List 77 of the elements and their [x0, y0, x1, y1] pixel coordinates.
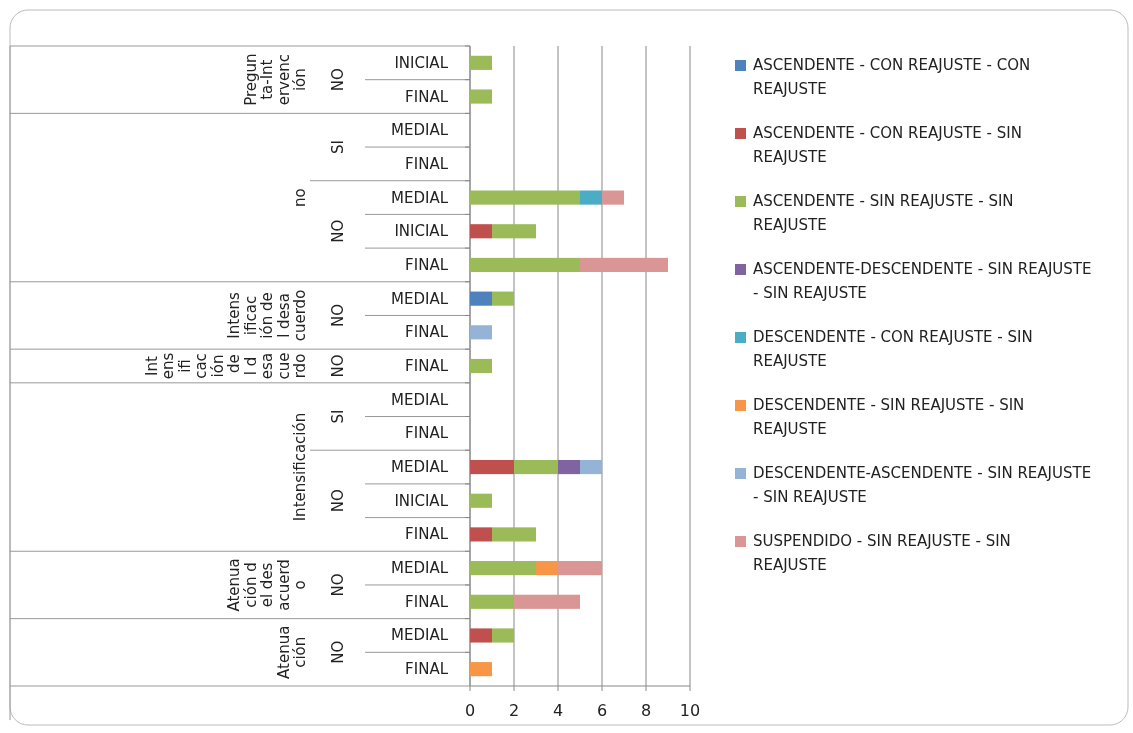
bar — [602, 190, 624, 205]
bar — [470, 257, 580, 273]
text: NO — [328, 640, 347, 664]
text: NO — [328, 573, 347, 597]
bar — [470, 291, 492, 306]
bar — [492, 224, 536, 239]
y-tick-label: FINAL — [405, 357, 449, 375]
y-tick-label: MEDIAL — [390, 626, 449, 645]
bar — [470, 662, 492, 677]
bar — [470, 89, 492, 104]
y-tick-label: FINAL — [405, 255, 449, 274]
y-tick-label: INICIAL — [394, 491, 449, 510]
legend-label: ASCENDENTE - CON REAJUSTE - CON REAJUSTE — [753, 56, 1031, 98]
bar — [470, 459, 514, 475]
legend-label: ASCENDENTE-DESCENDENTE - SIN REAJUSTE - SIN REAJUSTE — [753, 260, 1092, 302]
x-tick-label: 10 — [679, 701, 701, 720]
x-tick-label: 6 — [596, 701, 608, 720]
y-tick-label: MEDIAL — [390, 390, 449, 409]
y-tick-label: MEDIAL — [390, 458, 449, 477]
text: NO — [328, 489, 347, 513]
bar — [470, 561, 536, 576]
bar — [492, 628, 514, 643]
bar — [558, 459, 580, 475]
x-tick-label: 8 — [640, 701, 652, 720]
text: NO — [328, 219, 347, 243]
text: NO — [328, 303, 347, 327]
y-tick-label: MEDIAL — [390, 188, 449, 207]
bar — [492, 291, 514, 306]
text: Pregunta-Intervención — [241, 53, 310, 106]
legend-label: DESCENDENTE-ASCENDENTE - SIN REAJUSTE - SIN REAJUSTE — [753, 464, 1092, 506]
text: SI — [328, 140, 347, 155]
text: Intensificación del desacuerdo — [225, 289, 310, 342]
bar — [580, 459, 602, 475]
text: Intensificación — [291, 412, 310, 522]
bar — [580, 257, 668, 273]
y-tick-label: INICIAL — [394, 222, 449, 241]
legend-label: ASCENDENTE - SIN REAJUSTE - SIN REAJUSTE — [753, 192, 1014, 234]
bar — [536, 561, 558, 576]
text: SI — [328, 409, 347, 424]
bar — [470, 224, 492, 239]
text: Intensificación del desacuerdo — [142, 352, 310, 380]
legend-label: SUSPENDIDO - SIN REAJUSTE - SIN REAJUSTE — [753, 532, 1011, 574]
y-tick-label: INICIAL — [394, 53, 449, 72]
y-tick-label: FINAL — [405, 154, 449, 173]
y-tick-label: FINAL — [405, 87, 449, 106]
y-tick-label: MEDIAL — [390, 559, 449, 578]
bar — [470, 493, 492, 508]
bar — [470, 190, 580, 205]
bar — [492, 527, 536, 542]
bar — [470, 527, 492, 542]
bar — [470, 325, 492, 340]
legend-label: DESCENDENTE - SIN REAJUSTE - SIN REAJUSTE — [753, 396, 1025, 438]
x-tick-label: 4 — [552, 701, 564, 720]
y-tick-label: FINAL — [405, 592, 449, 611]
bar — [514, 459, 558, 475]
y-tick-label: FINAL — [405, 323, 449, 342]
bar — [470, 55, 492, 70]
y-tick-label: MEDIAL — [390, 289, 449, 308]
y-tick-label: FINAL — [405, 660, 449, 679]
bar — [580, 190, 602, 205]
x-tick-label: 0 — [464, 701, 476, 720]
y-tick-label: FINAL — [405, 424, 449, 443]
legend-label: DESCENDENTE - CON REAJUSTE - SIN REAJUSTE — [753, 328, 1033, 370]
bar — [514, 594, 580, 609]
bar — [470, 594, 514, 609]
text: NO — [328, 68, 347, 92]
bar — [558, 561, 602, 576]
text: Atenuación — [274, 625, 310, 679]
text: NO — [328, 354, 347, 378]
bar — [470, 358, 492, 374]
x-tick-label: 2 — [508, 701, 520, 720]
text: Atenuación del desacuerdo — [225, 558, 310, 612]
bar — [470, 628, 492, 643]
text: no — [291, 188, 310, 207]
y-tick-label: MEDIAL — [390, 121, 449, 140]
legend-label: ASCENDENTE - CON REAJUSTE - SIN REAJUSTE — [753, 124, 1022, 166]
y-tick-label: FINAL — [405, 525, 449, 544]
